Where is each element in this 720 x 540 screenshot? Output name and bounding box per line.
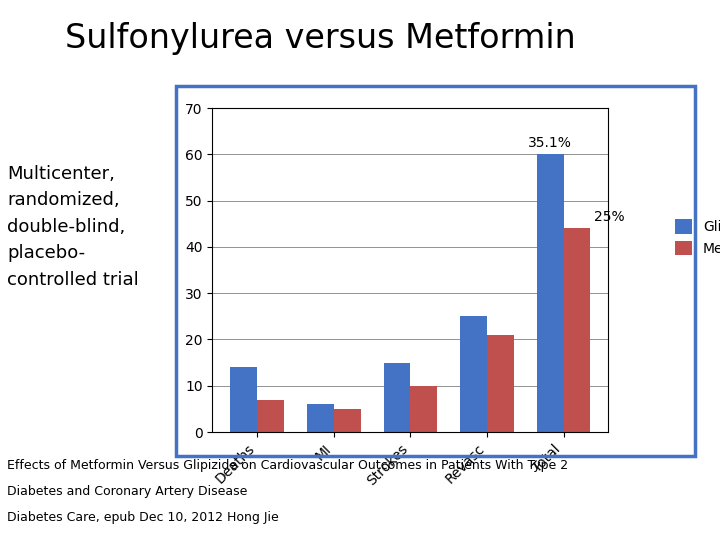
Bar: [307, 404, 334, 432]
Bar: [230, 367, 257, 432]
Bar: [410, 386, 437, 432]
Legend: Glipizide, Metformin: Glipizide, Metformin: [670, 214, 720, 261]
Text: 35.1%: 35.1%: [528, 136, 572, 150]
Bar: [460, 316, 487, 432]
Text: Diabetes and Coronary Artery Disease: Diabetes and Coronary Artery Disease: [7, 485, 248, 498]
Text: Effects of Metformin Versus Glipizide on Cardiovascular Outcomes in Patients Wit: Effects of Metformin Versus Glipizide on…: [7, 460, 568, 472]
Bar: [384, 362, 410, 432]
Text: 25%: 25%: [594, 210, 624, 224]
Text: Sulfonylurea versus Metformin: Sulfonylurea versus Metformin: [65, 22, 575, 55]
Text: Multicenter,
randomized,
double-blind,
placebo-
controlled trial: Multicenter, randomized, double-blind, p…: [7, 165, 139, 288]
Text: Diabetes Care, epub Dec 10, 2012 Hong Jie: Diabetes Care, epub Dec 10, 2012 Hong Ji…: [7, 511, 279, 524]
Bar: [257, 400, 284, 432]
Bar: [334, 409, 361, 432]
Bar: [487, 335, 514, 432]
Bar: [564, 228, 590, 432]
Bar: [537, 154, 564, 432]
